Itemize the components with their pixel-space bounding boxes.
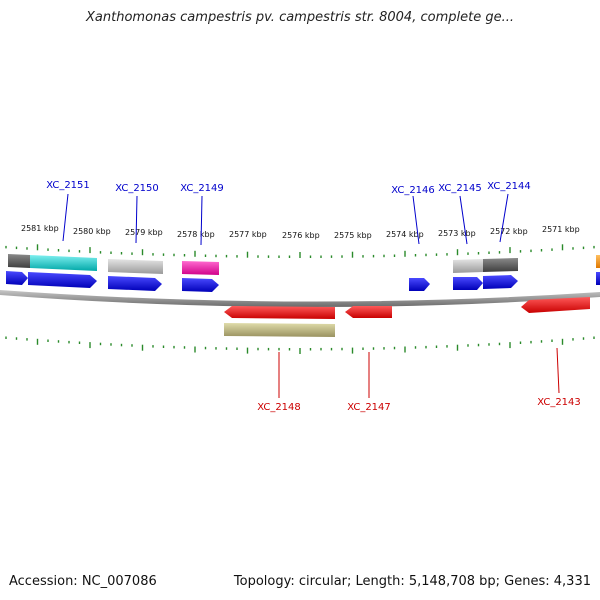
gene-label[interactable]: XC_2151 (46, 180, 90, 191)
lower-tick-ruler (5, 336, 595, 354)
gene-arrow[interactable] (345, 306, 392, 318)
gene-label[interactable]: XC_2150 (115, 183, 159, 194)
leader-line (459, 195, 468, 245)
scale-label: 2574 kbp (386, 230, 424, 239)
scale-label: 2578 kbp (177, 230, 215, 239)
genome-title: Xanthomonas campestris pv. campestris st… (86, 10, 514, 25)
forward-gene-arrows (6, 271, 600, 292)
genome-summary-text: Topology: circular; Length: 5,148,708 bp… (233, 574, 591, 589)
leader-line (556, 347, 560, 394)
scale-label: 2573 kbp (438, 229, 476, 238)
scale-label: 2571 kbp (542, 225, 580, 234)
scale-label: 2576 kbp (282, 231, 320, 240)
feature-bar[interactable] (182, 261, 219, 275)
gene-arrow[interactable] (182, 278, 219, 292)
gene-arrow[interactable] (483, 275, 518, 289)
scale-labels: 2581 kbp 2580 kbp 2579 kbp 2578 kbp 2577… (21, 224, 580, 240)
genome-backbone (0, 290, 600, 308)
gene-arrow[interactable] (28, 272, 97, 288)
feature-bar[interactable] (224, 323, 335, 337)
gene-label[interactable]: XC_2147 (347, 402, 391, 413)
feature-bar[interactable] (596, 255, 600, 268)
gene-label[interactable]: XC_2146 (391, 185, 435, 196)
leader-lines (62, 193, 560, 398)
forward-gene-labels: XC_2151 XC_2150 XC_2149 XC_2146 XC_2145 … (46, 180, 531, 196)
leader-line (62, 193, 69, 242)
reverse-gene-labels: XC_2148 XC_2147 XC_2143 (257, 397, 581, 413)
leader-line (200, 195, 203, 246)
gene-arrow[interactable] (596, 272, 600, 285)
accession-text: Accession: NC_007086 (9, 574, 157, 589)
scale-label: 2580 kbp (73, 227, 111, 236)
scale-label: 2579 kbp (125, 228, 163, 237)
gene-arrow[interactable] (6, 271, 28, 285)
gene-label[interactable]: XC_2148 (257, 402, 301, 413)
scale-label: 2575 kbp (334, 231, 372, 240)
gene-arrow[interactable] (521, 297, 590, 313)
gene-arrow[interactable] (409, 278, 430, 291)
gene-arrow[interactable] (224, 306, 335, 319)
gene-arrow[interactable] (453, 277, 483, 290)
feature-bar[interactable] (483, 258, 518, 272)
feature-bar[interactable] (108, 259, 163, 274)
scale-label: 2581 kbp (21, 224, 59, 233)
gene-label[interactable]: XC_2149 (180, 183, 224, 194)
gene-label[interactable]: XC_2145 (438, 183, 482, 194)
gene-label[interactable]: XC_2143 (537, 397, 581, 408)
leader-line (135, 195, 138, 244)
leader-line (499, 193, 509, 243)
leader-line (412, 195, 420, 245)
feature-bar[interactable] (8, 254, 30, 268)
feature-bar[interactable] (453, 259, 483, 273)
upper-tick-ruler (5, 244, 595, 258)
feature-bar[interactable] (30, 255, 97, 271)
reverse-gene-arrows (224, 297, 590, 319)
scale-label: 2572 kbp (490, 227, 528, 236)
scale-label: 2577 kbp (229, 230, 267, 239)
gene-arrow[interactable] (108, 276, 162, 291)
feature-track (8, 254, 600, 275)
gene-label[interactable]: XC_2144 (487, 181, 531, 192)
